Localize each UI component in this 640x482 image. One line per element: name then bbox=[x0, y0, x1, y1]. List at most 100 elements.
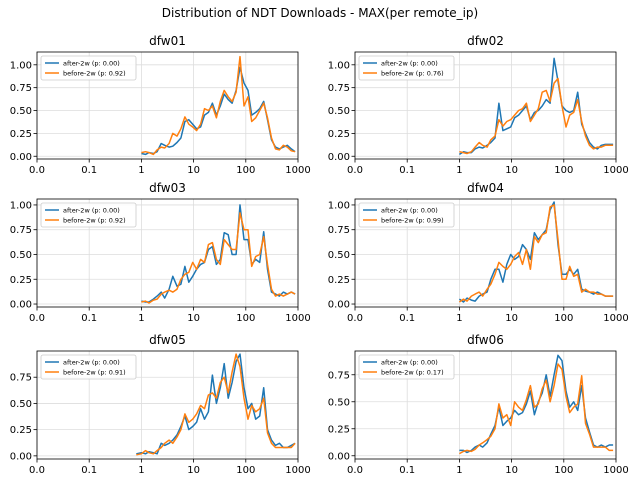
legend-box bbox=[358, 354, 455, 380]
panel-title: dfw04 bbox=[467, 181, 504, 195]
panel-dfw06: dfw06 0.0 0.1 1 10 100 1000 0.00 0.25 0.50 0.75 aft… bbox=[328, 333, 629, 476]
legend-box bbox=[40, 55, 137, 81]
legend-box bbox=[40, 202, 137, 228]
panel-dfw03: dfw03 0.0 0.1 1 10 100 1000 0.00 0.25 0.50 0.75 1.0… bbox=[10, 181, 311, 324]
y-tick-label: 0.00 bbox=[10, 300, 32, 311]
x-tick-label: 0.1 bbox=[81, 465, 97, 476]
y-tick-label: 0.25 bbox=[10, 425, 32, 436]
y-tick-label: 0.75 bbox=[328, 225, 350, 236]
y-tick-label: 0.50 bbox=[10, 106, 32, 117]
legend: after-2w (p: 0.00) before-2w (p: 0.92) bbox=[40, 202, 137, 228]
x-tick-label: 100 bbox=[554, 313, 573, 324]
series-line-before bbox=[458, 204, 614, 303]
y-tick-label: 0.25 bbox=[328, 275, 350, 286]
y-tick-label: 0.00 bbox=[328, 451, 350, 462]
y-tick-label: 0.25 bbox=[10, 129, 32, 140]
y-tick-label: 0.75 bbox=[328, 370, 350, 381]
x-tick-label: 10 bbox=[187, 465, 200, 476]
x-tick-label: 1 bbox=[138, 465, 144, 476]
plot-frame bbox=[36, 350, 299, 460]
x-tick-label: 100 bbox=[236, 165, 255, 176]
y-tick-label: 0.25 bbox=[10, 275, 32, 286]
legend-label: before-2w (p: 0.92) bbox=[63, 216, 126, 224]
x-tick-label: 0.0 bbox=[347, 465, 363, 476]
legend-box bbox=[40, 354, 137, 380]
y-tick-label: 0.75 bbox=[328, 83, 350, 94]
x-tick-label: 10 bbox=[505, 313, 518, 324]
series-line-after bbox=[141, 204, 296, 303]
x-tick-label: 0.1 bbox=[399, 165, 415, 176]
y-tick-label: 0.00 bbox=[10, 451, 32, 462]
legend-label: after-2w (p: 0.00) bbox=[381, 59, 438, 67]
y-tick-label: 0.75 bbox=[10, 83, 32, 94]
panel-dfw05: dfw05 0.0 0.1 1 10 100 1000 0.00 0.25 0.50 0.75 aft… bbox=[10, 333, 311, 476]
y-tick-label: 0.50 bbox=[328, 106, 350, 117]
legend-label: after-2w (p: 0.00) bbox=[381, 206, 438, 214]
y-tick-label: 0.00 bbox=[10, 152, 32, 163]
x-tick-label: 1000 bbox=[603, 313, 628, 324]
plot-frame bbox=[36, 51, 299, 160]
series-line-before bbox=[141, 212, 296, 304]
x-tick-label: 1000 bbox=[285, 465, 310, 476]
legend-label: after-2w (p: 0.00) bbox=[63, 358, 120, 366]
y-tick-label: 0.25 bbox=[328, 424, 350, 435]
legend-label: after-2w (p: 0.00) bbox=[381, 358, 438, 366]
legend-box bbox=[358, 202, 455, 228]
series-line-before bbox=[459, 363, 614, 455]
y-tick-label: 1.00 bbox=[10, 60, 32, 71]
y-tick-label: 0.50 bbox=[328, 397, 350, 408]
x-tick-label: 1000 bbox=[603, 165, 628, 176]
legend: after-2w (p: 0.00) before-2w (p: 0.92) bbox=[40, 55, 137, 81]
legend: after-2w (p: 0.00) before-2w (p: 0.76) bbox=[358, 55, 455, 81]
series-line-after bbox=[458, 57, 614, 156]
y-tick-label: 0.25 bbox=[328, 129, 350, 140]
plot-frame bbox=[36, 198, 299, 308]
x-tick-label: 1000 bbox=[603, 465, 628, 476]
x-tick-label: 0.0 bbox=[347, 165, 363, 176]
x-tick-label: 10 bbox=[505, 165, 518, 176]
legend-box bbox=[358, 55, 455, 81]
x-tick-label: 0.1 bbox=[81, 313, 97, 324]
x-tick-label: 0.1 bbox=[399, 313, 415, 324]
x-tick-label: 0.1 bbox=[399, 465, 415, 476]
legend-label: before-2w (p: 0.92) bbox=[63, 69, 126, 77]
legend-label: after-2w (p: 0.00) bbox=[63, 206, 120, 214]
series-line-after bbox=[458, 201, 614, 303]
x-tick-label: 1 bbox=[138, 165, 144, 176]
y-tick-label: 1.00 bbox=[10, 200, 32, 211]
x-tick-label: 0.0 bbox=[347, 313, 363, 324]
legend: after-2w (p: 0.00) before-2w (p: 0.99) bbox=[358, 202, 455, 228]
x-tick-label: 1 bbox=[456, 165, 462, 176]
y-tick-label: 0.50 bbox=[10, 250, 32, 261]
x-tick-label: 1000 bbox=[285, 165, 310, 176]
series-line-after bbox=[459, 354, 614, 454]
x-tick-label: 10 bbox=[187, 313, 200, 324]
y-tick-label: 0.75 bbox=[10, 225, 32, 236]
panel-dfw02: dfw02 0.0 0.1 1 10 100 1000 0.00 0.25 0.50 0.75 1.0… bbox=[328, 34, 629, 176]
x-tick-label: 0.0 bbox=[29, 313, 45, 324]
y-tick-label: 0.50 bbox=[328, 250, 350, 261]
x-tick-label: 0.0 bbox=[29, 165, 45, 176]
legend-label: after-2w (p: 0.00) bbox=[63, 59, 120, 67]
x-tick-label: 100 bbox=[236, 465, 255, 476]
plot-frame bbox=[354, 51, 617, 160]
plot-frame bbox=[354, 198, 617, 308]
panel-title: dfw01 bbox=[149, 34, 186, 48]
x-tick-label: 100 bbox=[236, 313, 255, 324]
panel-dfw04: dfw04 0.0 0.1 1 10 100 1000 0.00 0.25 0.50 0.75 1.0… bbox=[328, 181, 629, 324]
series-line-before bbox=[141, 55, 296, 156]
series-line-before bbox=[136, 353, 296, 456]
x-tick-label: 1 bbox=[138, 313, 144, 324]
plot-frame bbox=[354, 350, 617, 460]
legend-label: before-2w (p: 0.76) bbox=[381, 69, 444, 77]
y-tick-label: 0.00 bbox=[328, 152, 350, 163]
y-tick-label: 0.50 bbox=[10, 399, 32, 410]
series-line-before bbox=[459, 77, 614, 155]
panel-title: dfw02 bbox=[467, 34, 504, 48]
legend-label: before-2w (p: 0.91) bbox=[63, 368, 126, 376]
series-line-after bbox=[136, 353, 296, 455]
panel-title: dfw06 bbox=[467, 333, 504, 347]
legend-label: before-2w (p: 0.99) bbox=[381, 216, 444, 224]
panels: dfw01 0.0 0.1 1 10 100 1000 0.00 0.25 0.50 0.75 1.0… bbox=[10, 34, 629, 476]
